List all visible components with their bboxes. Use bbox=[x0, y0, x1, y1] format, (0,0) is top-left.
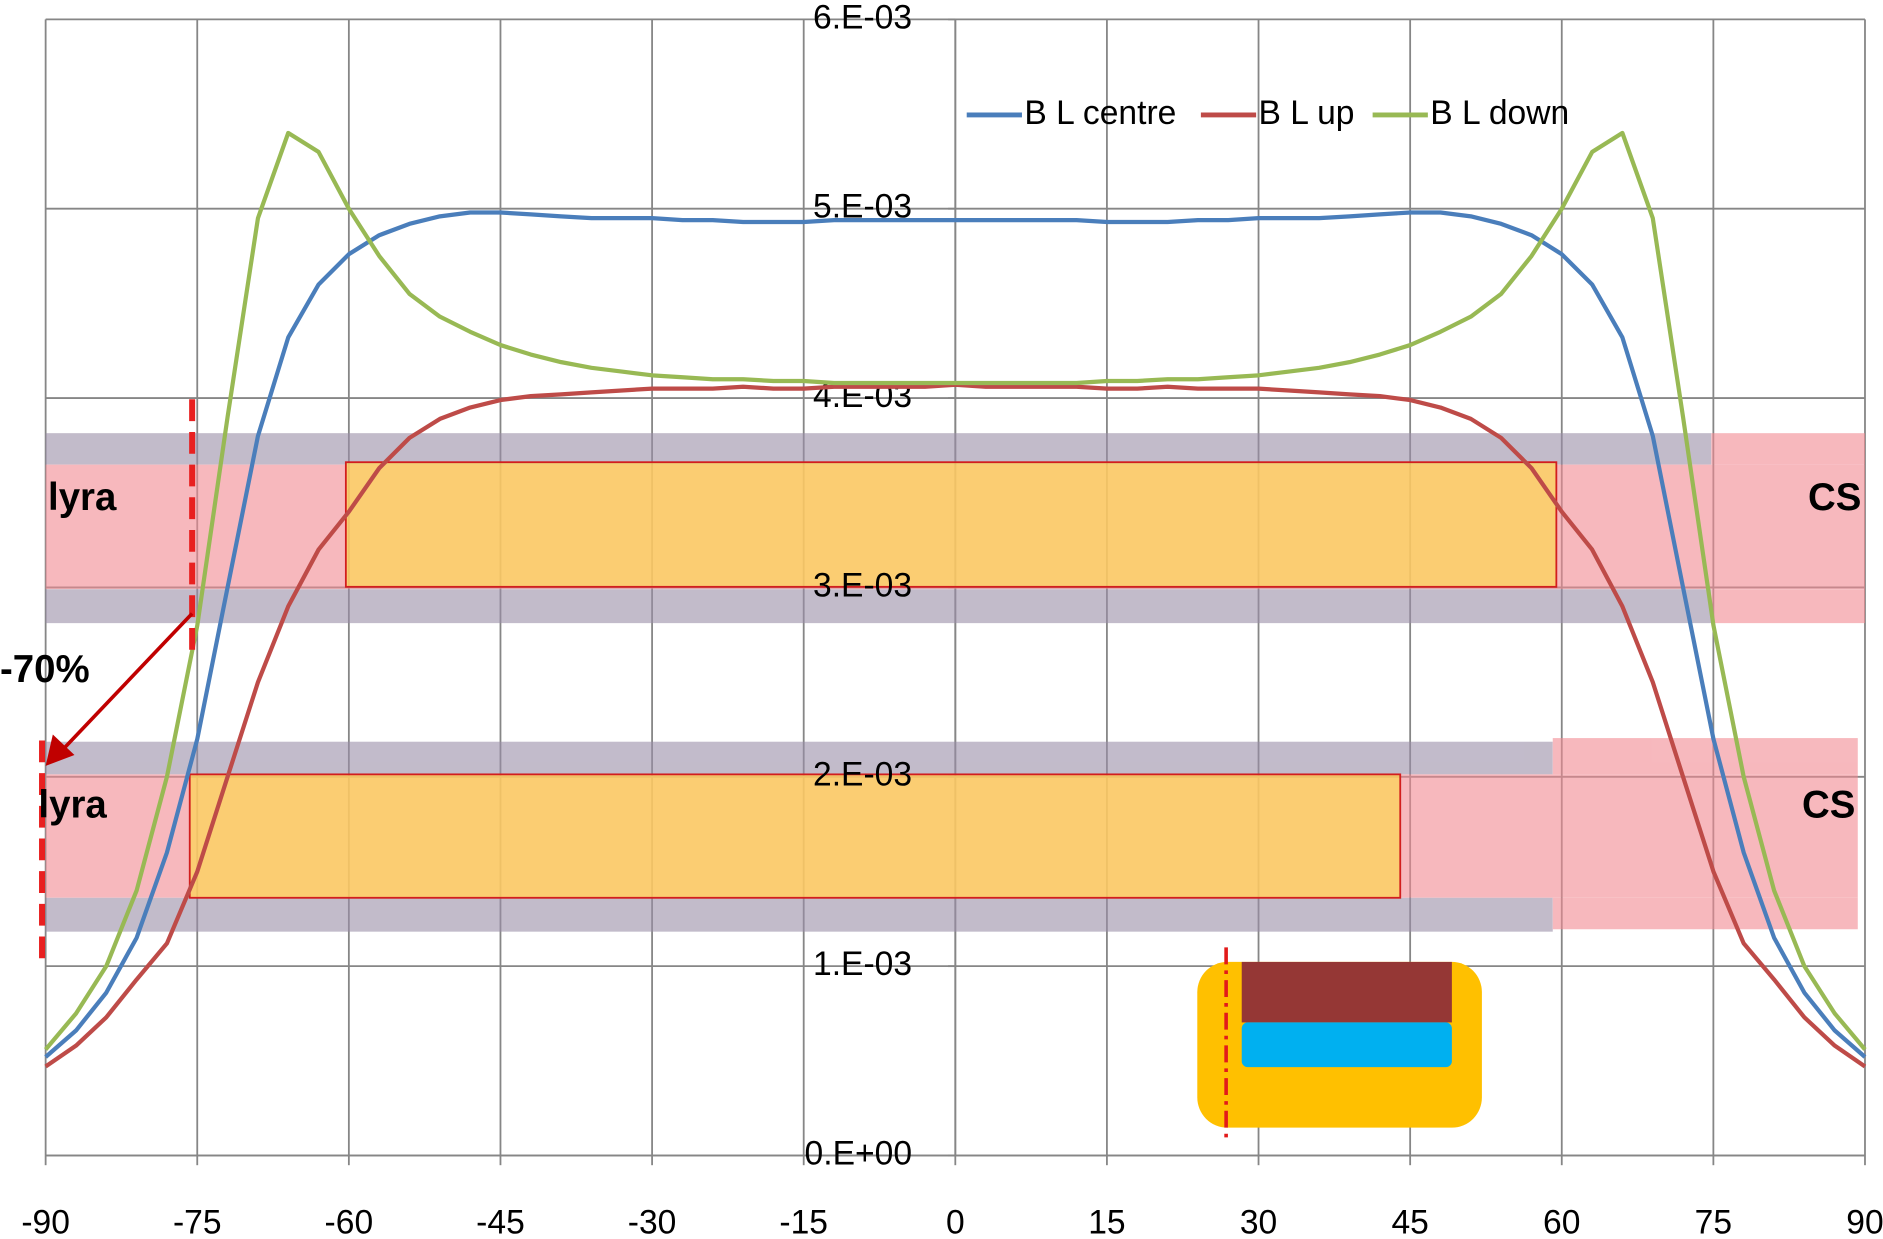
band bbox=[46, 433, 1712, 464]
y-tick-label: 0.E+00 bbox=[805, 1134, 913, 1172]
band bbox=[1711, 433, 1865, 464]
x-tick-label: -90 bbox=[21, 1203, 70, 1239]
band bbox=[1553, 738, 1858, 774]
x-tick-label: 75 bbox=[1695, 1203, 1732, 1239]
x-tick-label: 0 bbox=[946, 1203, 965, 1239]
inset-diagram bbox=[1197, 947, 1482, 1143]
x-tick-label: -60 bbox=[325, 1203, 374, 1239]
y-tick-label: 1.E-03 bbox=[813, 945, 912, 983]
y-tick-label: 6.E-03 bbox=[813, 0, 912, 36]
x-tick-label: -30 bbox=[628, 1203, 677, 1239]
y-tick-label: 2.E-03 bbox=[813, 756, 912, 794]
annotation: lyra bbox=[38, 783, 107, 826]
x-tick-label: 90 bbox=[1846, 1203, 1883, 1239]
annotation: -70% bbox=[0, 648, 90, 691]
legend-label: B L up bbox=[1259, 94, 1355, 132]
band bbox=[1553, 898, 1858, 929]
x-tick-label: -75 bbox=[173, 1203, 222, 1239]
x-tick-label: 60 bbox=[1543, 1203, 1580, 1239]
inset-layer bbox=[1242, 962, 1452, 1022]
band bbox=[46, 898, 1553, 932]
band bbox=[1711, 589, 1865, 623]
x-tick-label: 30 bbox=[1240, 1203, 1277, 1239]
x-tick-label: -15 bbox=[779, 1203, 828, 1239]
legend-label: B L down bbox=[1430, 94, 1569, 132]
inset-layer bbox=[1242, 1022, 1452, 1067]
band bbox=[46, 742, 1553, 775]
legend: B L centre B L up B L down bbox=[967, 94, 1569, 132]
annotation: lyra bbox=[48, 476, 117, 519]
chart: 0.E+001.E-032.E-033.E-034.E-035.E-036.E-… bbox=[0, 0, 1883, 1239]
x-tick-label: -45 bbox=[476, 1203, 525, 1239]
y-tick-label: 3.E-03 bbox=[813, 566, 912, 604]
annotation: CS bbox=[1808, 476, 1861, 519]
yellow-box bbox=[190, 774, 1401, 897]
legend-label: B L centre bbox=[1024, 94, 1176, 132]
yellow-box bbox=[346, 462, 1557, 587]
page: 0.E+001.E-032.E-033.E-034.E-035.E-036.E-… bbox=[0, 0, 1883, 1239]
x-tick-label: 15 bbox=[1088, 1203, 1125, 1239]
annotation: CS bbox=[1802, 783, 1855, 826]
x-tick-label: 45 bbox=[1391, 1203, 1428, 1239]
